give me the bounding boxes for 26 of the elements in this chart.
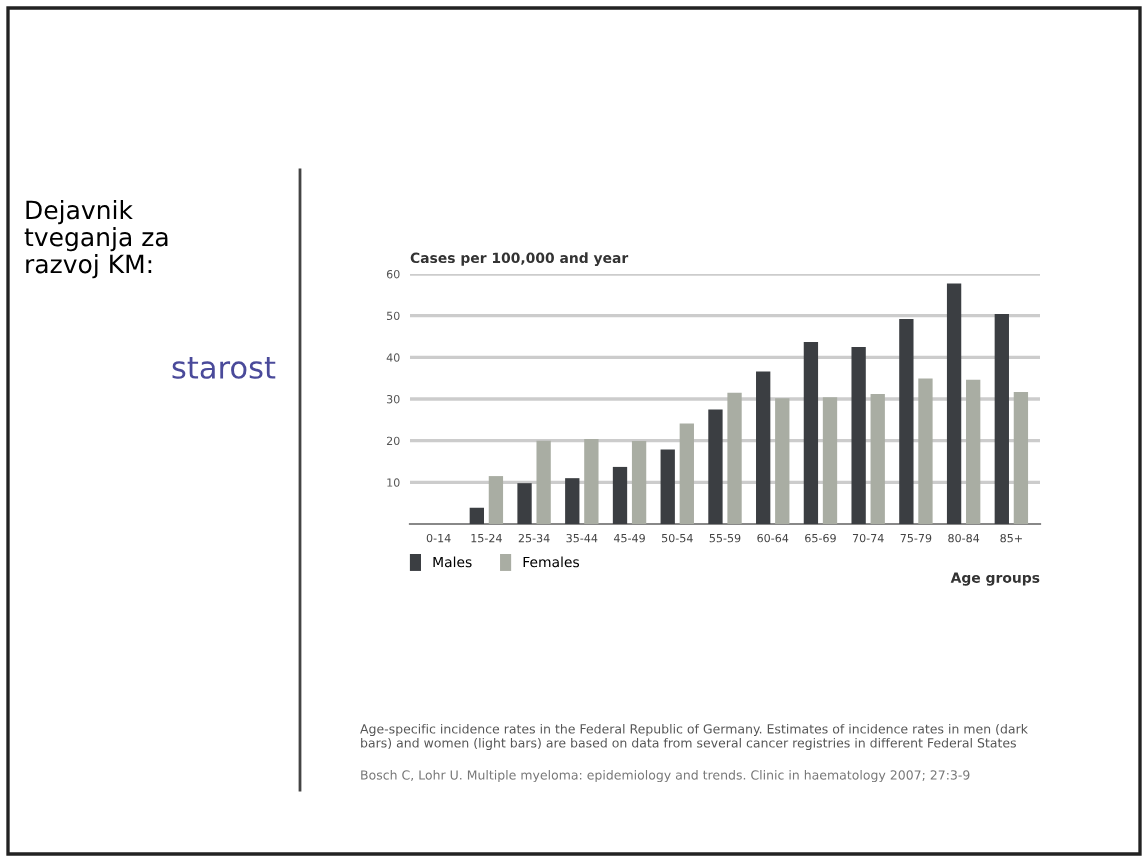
bar — [775, 398, 790, 524]
bar — [536, 440, 551, 524]
bar — [727, 392, 742, 524]
bar — [946, 283, 962, 524]
text: Dejavnik tveganja za razvoj KM: — [24, 200, 168, 279]
bar — [584, 439, 599, 524]
bar — [517, 483, 532, 524]
bar — [994, 314, 1009, 524]
bar — [822, 397, 838, 524]
bar — [565, 478, 580, 524]
bar — [631, 441, 647, 524]
bar — [899, 319, 914, 524]
text: starost — [172, 356, 276, 379]
bar — [660, 449, 675, 524]
bar — [612, 466, 628, 524]
bar — [966, 379, 981, 524]
bar — [851, 346, 866, 524]
bar — [708, 409, 723, 524]
bar — [679, 423, 694, 524]
bar — [1013, 391, 1029, 524]
bar — [803, 341, 819, 524]
bar — [469, 507, 484, 524]
bar — [918, 378, 933, 524]
bar — [870, 394, 885, 524]
bar — [756, 371, 771, 524]
bar — [488, 476, 504, 524]
